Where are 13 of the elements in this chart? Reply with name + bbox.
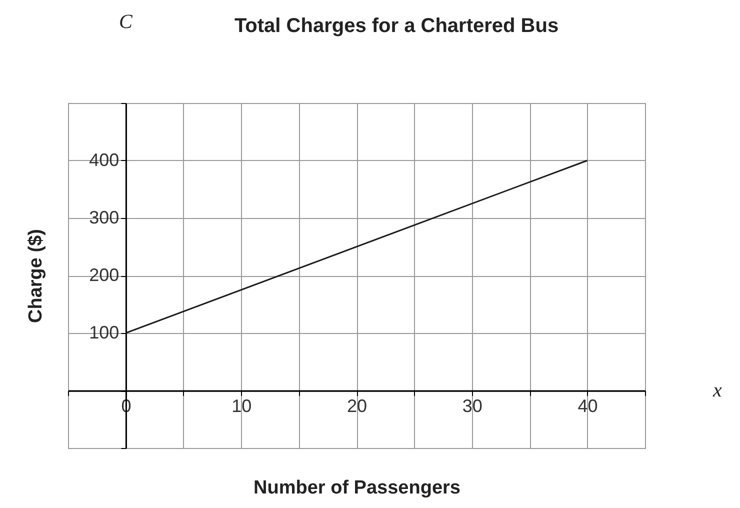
x-tick-label: 10 (232, 396, 252, 416)
x-axis-title: Number of Passengers (254, 478, 460, 498)
x-tick-label: 40 (578, 396, 598, 416)
chart-title: Total Charges for a Chartered Bus (234, 15, 559, 37)
text: C (119, 11, 134, 33)
y-axis-title: Charge ($) (25, 229, 46, 323)
y-tick-label: 200 (89, 265, 120, 285)
y-tick-label: 100 (89, 322, 120, 342)
text: x (712, 380, 722, 402)
x-tick-label: 20 (346, 396, 368, 416)
x-tick-label: 30 (462, 396, 482, 416)
y-tick-label: 400 (89, 150, 120, 170)
y-tick-label: 300 (89, 208, 120, 228)
